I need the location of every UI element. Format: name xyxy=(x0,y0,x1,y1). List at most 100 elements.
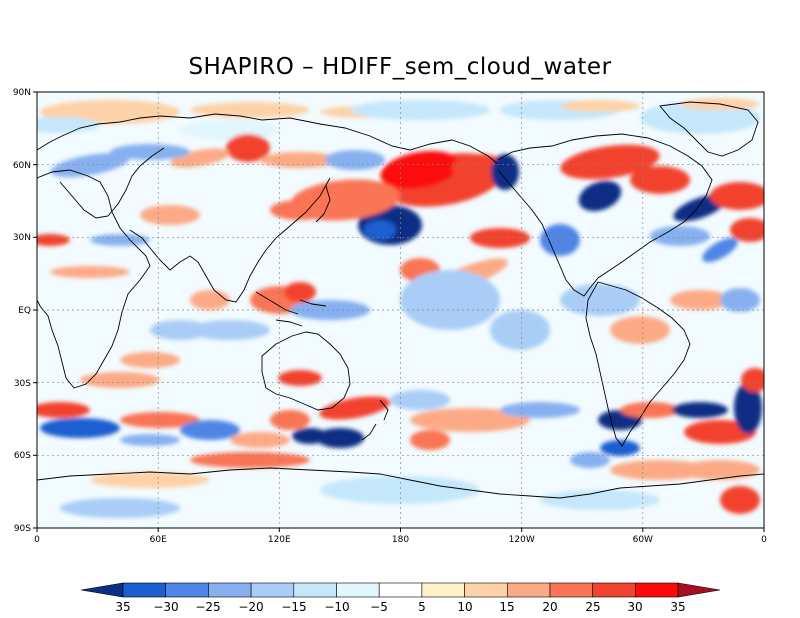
field-anomaly xyxy=(80,372,160,388)
colorbar-segment xyxy=(336,582,380,598)
field-anomaly xyxy=(560,144,660,180)
lon-label-0-right: 0 xyxy=(761,535,767,545)
lon-label-120e: 120E xyxy=(268,535,291,545)
field-anomaly xyxy=(400,270,500,330)
coastline-south-america xyxy=(585,281,691,447)
field-anomaly xyxy=(670,290,730,310)
field-anomaly xyxy=(410,430,450,450)
colorbar-segment xyxy=(378,582,423,598)
field-anomaly xyxy=(560,284,640,316)
colorbar-label: −15 xyxy=(281,600,306,614)
coastline-africa xyxy=(37,169,151,389)
field-anomaly xyxy=(470,228,530,248)
colorbar-label: 30 xyxy=(627,600,642,614)
field-anomaly xyxy=(40,418,120,438)
colorbar-label: 25 xyxy=(585,600,600,614)
field-anomaly xyxy=(741,368,764,392)
lon-label-0-left: 0 xyxy=(34,535,40,545)
field-anomaly xyxy=(50,152,130,178)
field-anomaly xyxy=(60,498,180,518)
field-anomaly xyxy=(140,205,200,225)
colorbar-label: −25 xyxy=(195,600,220,614)
longitude-labels: 0 60E 120E 180 120W 60W 0 xyxy=(34,535,767,545)
colorbar-label: −20 xyxy=(238,600,263,614)
coastlines xyxy=(37,101,764,499)
field-anomaly xyxy=(120,412,200,428)
field-anomaly xyxy=(720,486,760,514)
field-anomaly xyxy=(190,320,270,340)
field-anomaly xyxy=(350,100,490,120)
field-anomaly xyxy=(364,220,396,240)
colorbar-label: 35 xyxy=(115,600,130,614)
field-anomaly xyxy=(190,452,310,468)
colorbar-segment xyxy=(464,582,508,598)
colorbar-segment xyxy=(549,582,594,598)
field-anomaly xyxy=(290,300,370,320)
field-anomaly xyxy=(270,200,330,220)
coastline-japan xyxy=(315,185,331,223)
lon-label-60w: 60W xyxy=(633,535,653,545)
coastline-east-asia xyxy=(129,177,331,303)
field-anomaly xyxy=(570,452,610,468)
colorbar-segment xyxy=(635,582,679,598)
field-anomaly xyxy=(170,148,230,168)
field-anomaly xyxy=(490,310,550,350)
colorbar-label: 35 xyxy=(670,600,685,614)
coastline-europe xyxy=(59,147,165,219)
field-anomaly xyxy=(226,134,270,162)
coastline-australia xyxy=(261,331,351,411)
field-anomaly xyxy=(150,320,210,340)
colorbar-label: 10 xyxy=(457,600,472,614)
colorbar-segment xyxy=(165,582,209,598)
field-anomaly xyxy=(37,234,70,246)
field-anomaly xyxy=(560,100,640,112)
lat-label-90s: 90S xyxy=(14,524,31,534)
lat-label-30s: 30S xyxy=(14,379,31,389)
colorbar-segment xyxy=(506,582,551,598)
field-anomaly xyxy=(410,408,530,432)
lon-label-60e: 60E xyxy=(150,535,167,545)
field-anomaly xyxy=(110,144,190,160)
colorbar-labels: 35 −30 −25 −20 −15 −10 −5 5 10 15 20 25 … xyxy=(115,600,685,614)
field-anomaly xyxy=(380,150,460,190)
field-anomaly xyxy=(37,402,90,418)
map-title: SHAPIRO – HDIFF_sem_cloud_water xyxy=(188,54,612,80)
colorbar-segment xyxy=(293,582,337,598)
colorbar-label: −30 xyxy=(153,600,178,614)
field-anomaly xyxy=(710,182,764,210)
lat-label-90n: 90N xyxy=(13,88,31,98)
field-anomaly xyxy=(630,166,690,194)
coastline-antarctica xyxy=(37,467,764,499)
field-anomaly xyxy=(325,150,385,170)
lat-label-30n: 30N xyxy=(13,233,31,243)
field-anomaly xyxy=(90,472,210,488)
field-anomaly xyxy=(90,234,150,246)
latitude-labels: 90N 60N 30N EQ 30S 60S 90S xyxy=(13,88,31,534)
colorbar-label: 5 xyxy=(418,600,426,614)
lat-label-60s: 60S xyxy=(14,451,31,461)
field-anomaly xyxy=(316,428,364,448)
colorbar-segment xyxy=(677,582,721,598)
field-anomaly xyxy=(491,154,519,190)
axis-ticks xyxy=(33,91,765,532)
field-anomaly xyxy=(37,117,100,133)
lon-label-180: 180 xyxy=(392,535,409,545)
colorbar-segment xyxy=(250,582,295,598)
coastline-greenland xyxy=(659,101,759,157)
field-anomaly xyxy=(120,434,180,446)
field-anomaly xyxy=(500,402,580,418)
coastline-eurasia xyxy=(37,113,499,165)
field-anomaly xyxy=(320,476,480,504)
field-anomaly xyxy=(230,432,290,448)
colorbar-segment xyxy=(122,582,167,598)
field-anomaly xyxy=(284,282,316,302)
field-anomaly xyxy=(578,180,622,212)
coastline-north-america xyxy=(497,133,713,297)
field-anomaly xyxy=(620,402,680,418)
field-anomaly xyxy=(120,352,180,368)
field-anomaly xyxy=(672,402,728,418)
field-anomaly xyxy=(190,102,310,118)
field-anomaly xyxy=(319,396,391,420)
colorbar-segment xyxy=(592,582,636,598)
